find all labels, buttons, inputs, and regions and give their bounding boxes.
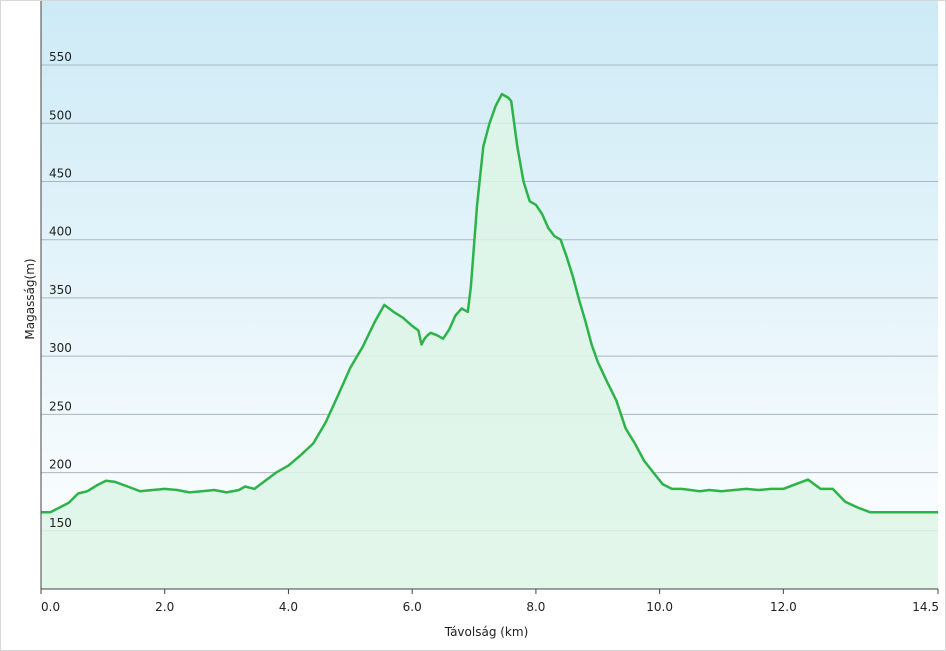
x-tick-label: 8.0 [526,600,545,614]
x-axis-title: Távolság (km) [444,625,529,639]
x-tick-label: 0.0 [41,600,60,614]
x-tick-label: 4.0 [279,600,298,614]
elevation-series-line [41,92,938,514]
x-tick-label: 6.0 [403,600,422,614]
y-tick-label: 500 [49,108,72,122]
y-tick-label: 150 [49,516,72,530]
y-tick-label: 550 [49,50,72,64]
x-tick-label: 10.0 [646,600,673,614]
y-tick-label: 350 [49,283,72,297]
y-axis-title: Magasság(m) [23,258,37,339]
y-tick-label: 400 [49,225,72,239]
elevation-area-fill [41,94,938,589]
x-tick-label: 12.0 [770,600,797,614]
y-tick-label: 450 [49,166,72,180]
y-tick-label: 200 [49,458,72,472]
y-tick-label: 250 [49,399,72,413]
x-axis-ticks: 0.0 2.0 4.0 6.0 8.0 10.0 12.0 14.5 [40,589,939,614]
x-tick-label: 14.5 [912,600,939,614]
x-tick-label: 2.0 [155,600,174,614]
y-axis-ticks: 150 200 250 300 350 400 450 500 550 [49,50,72,530]
y-tick-label: 300 [49,341,72,355]
